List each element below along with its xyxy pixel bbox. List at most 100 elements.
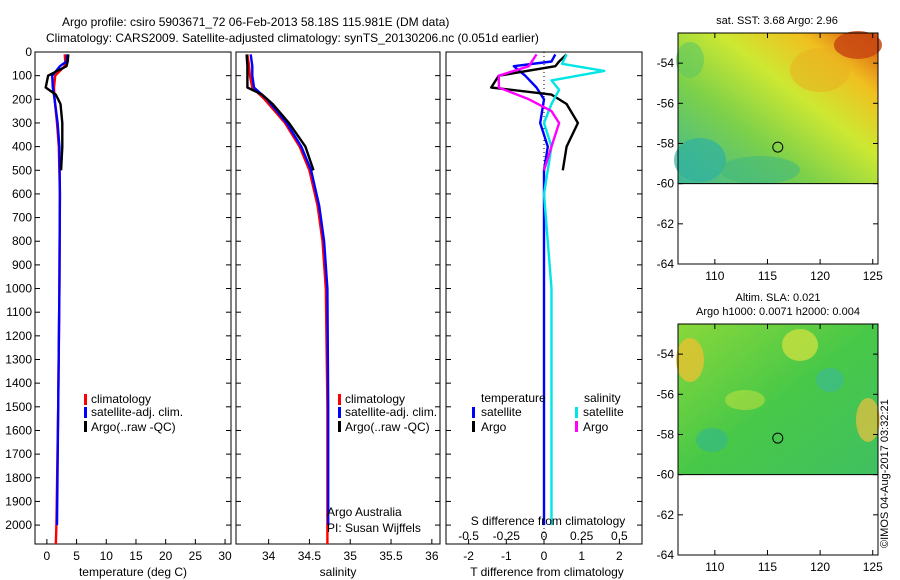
legend-argo-label: Argo(..raw -QC) xyxy=(91,420,176,434)
lat-tick-label: -56 xyxy=(657,387,675,401)
legend-temp-argo-swatch xyxy=(472,421,475,432)
difference-y-ticks xyxy=(446,51,642,526)
legend-satellite-label: satellite-adj. clim. xyxy=(345,405,437,419)
sla-map-subtitle: Argo h1000: 0.0071 h2000: 0.004 xyxy=(696,306,860,318)
imos-credit: ©IMOS 04-Aug-2017 03:32:21 xyxy=(879,399,891,548)
s-tick-label: -0.5 xyxy=(458,529,479,543)
legend-sal-satellite-label: satellite xyxy=(583,405,624,419)
legend-climatology-label: climatology xyxy=(345,392,405,406)
x-tick-label: 15 xyxy=(129,549,143,563)
x-tick-label: 35.5 xyxy=(379,549,403,563)
map-frame xyxy=(677,32,879,265)
x-tick-label: 5 xyxy=(73,549,80,563)
depth-tick-label: 1100 xyxy=(6,305,32,319)
lon-tick-label: 115 xyxy=(758,560,777,574)
sla-high-patch xyxy=(676,338,704,382)
legend-sal-argo-label: Argo xyxy=(583,420,609,434)
difference-legend: temperature salinity satellite Argo sate… xyxy=(472,391,624,434)
sla-field xyxy=(678,324,878,477)
depth-tick-label: 900 xyxy=(12,258,32,272)
depth-tick-label: 1000 xyxy=(5,282,32,296)
depth-tick-label: 1400 xyxy=(5,376,32,390)
lon-tick-label: 125 xyxy=(863,560,883,574)
no-data-area xyxy=(678,183,878,264)
sla-map-axes: -54 -56 -58 -60 -62 -64 110 115 120 125 xyxy=(657,323,883,574)
lon-tick-label: 110 xyxy=(705,269,724,283)
sst-warm-patch xyxy=(834,31,882,59)
depth-tick-label: 1500 xyxy=(5,400,32,414)
legend-satellite-label: satellite-adj. clim. xyxy=(91,405,183,419)
t-difference-label: T difference from climatology xyxy=(470,565,624,579)
lat-tick-label: -60 xyxy=(657,468,675,482)
depth-tick-label: 1900 xyxy=(5,494,32,508)
lat-tick-label: -62 xyxy=(657,508,675,522)
sla-high-patch xyxy=(856,398,880,442)
salinity-x-axis: 34 34.5 35 35.5 36 xyxy=(262,539,439,563)
lat-tick-label: -64 xyxy=(657,257,675,271)
pi-note: PI: Susan Wijffels xyxy=(327,521,421,535)
depth-tick-label: 1800 xyxy=(5,471,32,485)
x-tick-label: 34 xyxy=(262,549,276,563)
series-line-satellite-adj-clim xyxy=(249,54,330,526)
header-line2: Climatology: CARS2009. Satellite-adjuste… xyxy=(46,31,539,45)
sst-cool-patch xyxy=(720,156,800,184)
temperature-series xyxy=(44,54,70,544)
lat-tick-label: -58 xyxy=(657,136,675,150)
x-tick-label: 0 xyxy=(44,549,51,563)
lon-tick-label: 110 xyxy=(705,560,724,574)
x-tick-label: 2 xyxy=(616,549,623,563)
sst-map: -54 -56 -58 -60 -62 -64 110 115 120 125 xyxy=(657,31,883,283)
legend-temp-argo-label: Argo xyxy=(481,420,507,434)
salinity-y-ticks xyxy=(236,51,440,526)
depth-tick-label: 600 xyxy=(12,187,32,201)
salinity-xlabel: salinity xyxy=(320,565,357,579)
depth-tick-label: 800 xyxy=(12,234,32,248)
series-line-climatology xyxy=(246,54,329,544)
sla-argo-location-marker xyxy=(772,432,784,444)
lon-tick-label: 120 xyxy=(810,560,830,574)
depth-tick-label: 1200 xyxy=(5,329,32,343)
s-tick-label: 0.25 xyxy=(570,529,594,543)
depth-tick-label: 300 xyxy=(12,116,32,130)
sst-cool-patch xyxy=(676,42,704,78)
lat-tick-label: -54 xyxy=(657,347,675,361)
sst-map-axes: -54 -56 -58 -60 -62 -64 110 115 120 125 xyxy=(657,32,883,283)
legend-climatology-swatch xyxy=(338,394,341,405)
legend-satellite-swatch xyxy=(84,407,87,418)
lat-tick-label: -64 xyxy=(657,548,675,562)
x-tick-label: -1 xyxy=(501,549,512,563)
legend-temp-satellite-label: satellite xyxy=(481,405,522,419)
depth-axis: 0 100 200 300 400 500 600 700 800 900 1000 1100 1200… xyxy=(5,45,231,532)
lat-tick-label: -60 xyxy=(657,177,675,191)
lon-tick-label: 115 xyxy=(758,269,777,283)
lat-tick-label: -56 xyxy=(657,96,675,110)
sla-high-patch xyxy=(725,390,765,410)
series-line-argo-raw-qc xyxy=(245,54,315,171)
sst-cool-patch xyxy=(674,138,726,182)
legend-satellite-swatch xyxy=(338,407,341,418)
depth-tick-label: 1300 xyxy=(5,353,32,367)
depth-tick-label: 200 xyxy=(12,92,32,106)
lon-tick-label: 125 xyxy=(863,269,883,283)
lat-tick-label: -62 xyxy=(657,217,675,231)
legend-argo-label: Argo(..raw -QC) xyxy=(345,420,430,434)
temperature-axes xyxy=(34,51,232,545)
depth-tick-label: 1700 xyxy=(5,447,32,461)
x-tick-label: 20 xyxy=(159,549,173,563)
sla-map: -54 -56 -58 -60 -62 -64 110 115 120 125 xyxy=(657,323,883,574)
series-line-salinity-argo xyxy=(497,53,561,171)
argo-australia-note: Argo Australia xyxy=(327,505,402,519)
depth-tick-label: 400 xyxy=(12,140,32,154)
sla-low-patch xyxy=(816,368,844,392)
lat-tick-label: -58 xyxy=(657,427,675,441)
depth-tick-label: 500 xyxy=(12,163,32,177)
legend-salinity-title: salinity xyxy=(584,391,621,405)
legend-sal-satellite-swatch xyxy=(575,407,578,418)
series-line-salinity-satellite xyxy=(542,53,606,526)
depth-tick-label: 2000 xyxy=(5,518,32,532)
sla-low-patch xyxy=(696,428,728,452)
legend-climatology-swatch xyxy=(84,394,87,405)
x-tick-label: 36 xyxy=(425,549,439,563)
sla-map-title: Altim. SLA: 0.021 xyxy=(736,292,821,304)
x-tick-label: 34.5 xyxy=(298,549,322,563)
